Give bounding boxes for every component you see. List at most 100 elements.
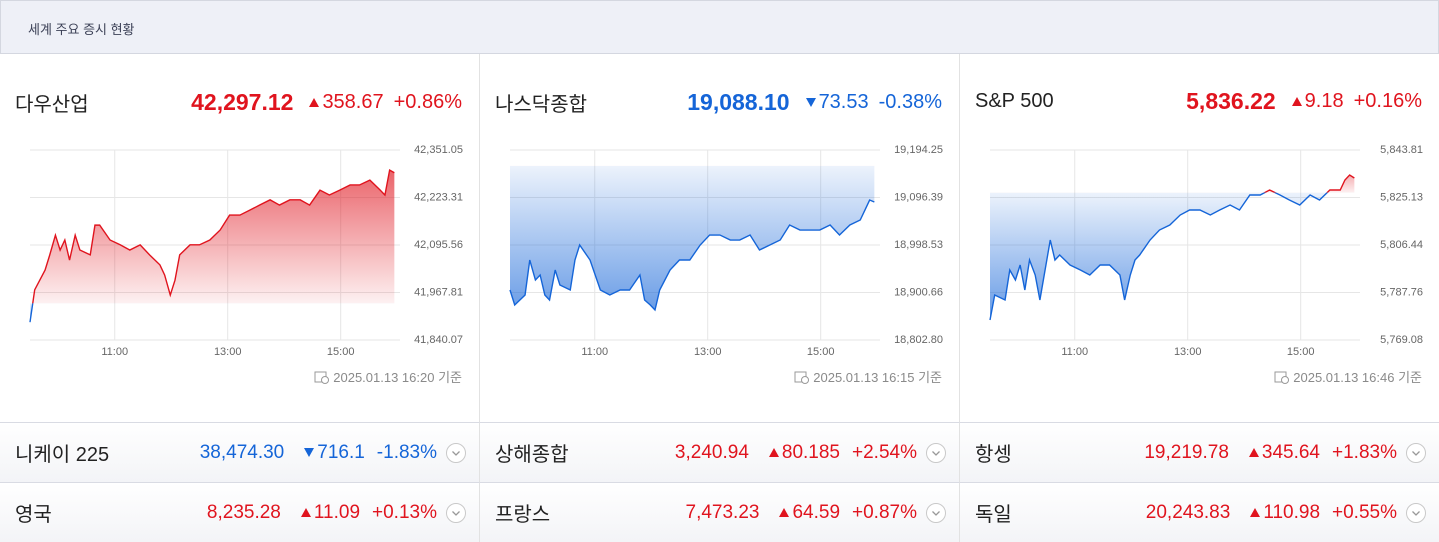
timestamp-text: 2025.01.13 16:46 기준 <box>1293 370 1422 385</box>
chevron <box>1412 510 1420 516</box>
row-head: 니케이 225 38,474.30 716.1 -1.83% <box>15 423 467 482</box>
triangle <box>768 448 779 457</box>
change-value: 358.67 <box>322 91 384 113</box>
chevron <box>1412 450 1420 456</box>
icon-clock <box>1281 375 1290 384</box>
index-value: 38,474.30 <box>199 441 285 463</box>
icon-clock <box>801 375 810 384</box>
index-value: 19,088.10 <box>687 89 790 115</box>
y-tick-label: 19,194.25 <box>894 144 943 156</box>
x-tick-label: 11:00 <box>1061 346 1088 358</box>
quote: 38,474.30 716.1 -1.83% <box>200 442 437 464</box>
index-name: 상해종합 <box>495 444 569 466</box>
index-change: 345.64 <box>1248 441 1321 464</box>
expand-button[interactable] <box>1405 442 1427 464</box>
change-value: 716.1 <box>317 441 365 463</box>
index-name: 영국 <box>15 504 52 526</box>
expand-button[interactable] <box>925 502 947 524</box>
x-tick-label: 15:00 <box>1287 346 1315 358</box>
y-tick-label: 18,802.80 <box>894 334 943 346</box>
change-value: 64.59 <box>792 501 841 523</box>
change-pct: +0.55% <box>1332 501 1397 523</box>
chart: 19,194.25 19,096.39 18,998.53 18,900.66 18,8… <box>509 144 943 358</box>
expand-button[interactable] <box>925 442 947 464</box>
direction-icon <box>1291 97 1302 106</box>
line-down <box>509 199 875 312</box>
chevron <box>932 510 940 516</box>
index-name: S&P 500 <box>975 90 1054 112</box>
panel-head: 나스닥종합 19,088.10 73.53 -0.38% <box>495 88 942 117</box>
area-up <box>32 170 395 304</box>
index-name: 프랑스 <box>495 504 551 526</box>
y-tick-label: 19,096.39 <box>894 191 943 203</box>
triangle <box>779 508 790 517</box>
x-tick-label: 13:00 <box>694 346 722 358</box>
y-tick-label: 18,998.53 <box>894 239 943 251</box>
row-right: 3,240.94 80.185 +2.54% <box>675 442 947 464</box>
index-change: 716.1 <box>304 442 365 464</box>
expand-button[interactable] <box>445 502 467 524</box>
direction-icon <box>304 448 315 457</box>
calendar-icon <box>1274 371 1290 384</box>
chevron <box>452 510 460 516</box>
x-tick-label: 13:00 <box>1174 346 1202 358</box>
button-circle <box>446 442 466 463</box>
y-tick-label: 41,840.07 <box>414 334 463 346</box>
x-tick-label: 11:00 <box>581 346 608 358</box>
index-value: 19,219.78 <box>1144 441 1229 463</box>
timestamp-text: 2025.01.13 16:15 기준 <box>813 370 942 385</box>
calendar-icon <box>794 371 810 384</box>
row-head: 독일 20,243.83 110.98 +0.55% <box>975 483 1427 542</box>
index-name: 다우산업 <box>15 94 89 116</box>
y-tick-label: 42,223.31 <box>414 191 463 203</box>
y-tick-label: 41,967.81 <box>414 286 463 298</box>
row-right: 38,474.30 716.1 -1.83% <box>200 442 467 464</box>
direction-icon <box>300 508 311 517</box>
change-pct: -0.38% <box>878 91 942 113</box>
row-right: 20,243.83 110.98 +0.55% <box>1146 502 1427 524</box>
index-change: 9.18 <box>1291 90 1344 113</box>
row-right: 8,235.28 11.09 +0.13% <box>207 502 467 524</box>
icon-clock <box>321 375 330 384</box>
direction-icon <box>779 508 790 517</box>
y-tick-label: 5,769.08 <box>1380 334 1423 346</box>
change-value: 11.09 <box>313 501 361 523</box>
area-down <box>510 165 875 311</box>
timestamp: 2025.01.13 16:20 기준 <box>314 367 462 386</box>
index-change: 64.59 <box>779 502 840 524</box>
x-tick-label: 11:00 <box>101 346 128 358</box>
timestamp-text: 2025.01.13 16:20 기준 <box>333 370 462 385</box>
x-tick-label: 15:00 <box>327 346 355 358</box>
index-row: 니케이 225 38,474.30 716.1 -1.83% <box>0 422 480 482</box>
direction-icon <box>768 448 779 457</box>
change-value: 80.185 <box>781 441 841 463</box>
index-panel: S&P 500 5,836.22 9.18 +0.16% 5,843.81 5,825.1… <box>960 54 1439 422</box>
triangle <box>1291 97 1302 106</box>
expand-button[interactable] <box>445 442 467 464</box>
triangle <box>1250 508 1261 517</box>
row-head: 상해종합 3,240.94 80.185 +2.54% <box>495 423 947 482</box>
change-pct: +0.13% <box>372 501 437 523</box>
quote: 3,240.94 80.185 +2.54% <box>675 442 917 464</box>
expand-button[interactable] <box>1405 502 1427 524</box>
quote: 5,836.22 9.18 +0.16% <box>1186 88 1422 115</box>
quote: 19,219.78 345.64 +1.83% <box>1144 442 1397 464</box>
button-circle <box>926 502 946 523</box>
change-value: 110.98 <box>1263 501 1321 523</box>
quote: 19,088.10 73.53 -0.38% <box>687 89 942 116</box>
row-right: 7,473.23 64.59 +0.87% <box>686 502 948 524</box>
quote: 20,243.83 110.98 +0.55% <box>1146 502 1397 524</box>
index-row: 항셍 19,219.78 345.64 +1.83% <box>960 422 1439 482</box>
change-pct: +0.16% <box>1353 90 1422 112</box>
quote: 8,235.28 11.09 +0.13% <box>207 502 437 524</box>
chart: 42,351.05 42,223.31 42,095.56 41,967.81 41,8… <box>29 144 463 358</box>
header-title: 세계 주요 증시 현황 <box>28 22 135 37</box>
button-circle <box>1406 442 1426 463</box>
index-change: 80.185 <box>768 441 841 464</box>
button-circle <box>446 502 466 523</box>
change-value: 345.64 <box>1261 441 1321 463</box>
y-tick-label: 42,095.56 <box>414 239 463 251</box>
change-value: 73.53 <box>818 91 869 113</box>
index-change: 11.09 <box>300 501 361 524</box>
